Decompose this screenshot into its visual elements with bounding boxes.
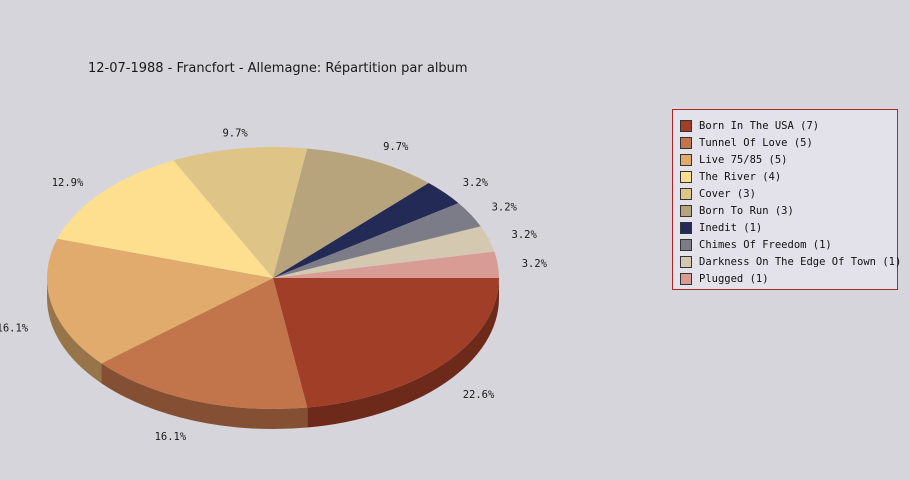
pie-label-born-in-the-usa: 22.6%	[463, 389, 495, 401]
legend-swatch	[680, 204, 692, 217]
legend-swatch	[680, 221, 692, 234]
pie-label-cover: 9.7%	[222, 128, 248, 140]
legend-item-chimes-of-freedom: Chimes Of Freedom (1)	[680, 236, 897, 253]
legend-item-cover: Cover (3)	[680, 185, 897, 202]
pie-label-tunnel-of-love: 16.1%	[155, 431, 187, 443]
legend-label: Live 75/85 (5)	[699, 153, 788, 166]
legend-label: Plugged (1)	[699, 272, 769, 285]
pie-side-tunnel-of-love	[101, 363, 308, 430]
legend-item-tunnel-of-love: Tunnel Of Love (5)	[680, 134, 897, 151]
legend: Born In The USA (7) Tunnel Of Love (5) Liv…	[672, 109, 901, 290]
pie-slice-born-to-run	[273, 148, 429, 278]
legend-swatch	[680, 153, 692, 166]
pie-label-inedit: 3.2%	[463, 177, 489, 189]
pie-slice-live-75-85	[46, 238, 274, 364]
legend-label: Chimes Of Freedom (1)	[699, 238, 832, 251]
legend-swatch	[680, 238, 692, 251]
chart-title: 12-07-1988 - Francfort - Allemagne: Répa…	[88, 61, 468, 76]
legend-item-born-in-the-usa: Born In The USA (7)	[680, 117, 897, 134]
pie-slice-inedit	[273, 183, 459, 278]
legend-item-live-75-85: Live 75/85 (5)	[680, 151, 897, 168]
legend-label: Born In The USA (7)	[699, 119, 820, 132]
legend-swatch	[680, 170, 692, 183]
pie-percent-labels: 22.6% 16.1% 16.1% 12.9% 9.7% 9.7% 3.2% 3.2% 3.2%…	[0, 128, 548, 443]
pie-label-darkness-on-the-edge-of-town: 3.2%	[512, 229, 538, 241]
pie-label-chimes-of-freedom: 3.2%	[492, 202, 518, 214]
legend-label: Cover (3)	[699, 187, 756, 200]
pie-slices	[46, 147, 499, 409]
pie-slice-plugged	[273, 251, 499, 278]
pie-label-born-to-run: 9.7%	[383, 141, 409, 153]
legend-swatch	[680, 255, 692, 268]
pie-label-the-river: 12.9%	[52, 177, 84, 189]
legend-item-inedit: Inedit (1)	[680, 219, 897, 236]
pie-slice-chimes-of-freedom	[273, 203, 481, 278]
legend-item-born-to-run: Born To Run (3)	[680, 202, 897, 219]
legend-swatch	[680, 187, 692, 200]
pie-label-live-75-85: 16.1%	[0, 323, 29, 335]
legend-label: Darkness On The Edge Of Town (1)	[699, 255, 902, 268]
legend-label: Born To Run (3)	[699, 204, 794, 217]
legend-item-the-river: The River (4)	[680, 168, 897, 185]
legend-swatch	[680, 272, 692, 285]
legend-item-plugged: Plugged (1)	[680, 270, 897, 287]
pie-slice-cover	[173, 147, 308, 278]
legend-label: Tunnel Of Love (5)	[699, 136, 813, 149]
pie-side-live-75-85	[47, 278, 102, 384]
legend-swatch	[680, 136, 692, 149]
legend-swatch	[680, 119, 692, 132]
legend-label: The River (4)	[699, 170, 782, 183]
legend-item-darkness-on-the-edge-of-town: Darkness On The Edge Of Town (1)	[680, 253, 901, 270]
legend-label: Inedit (1)	[699, 221, 763, 234]
pie-slice-tunnel-of-love	[101, 278, 308, 409]
pie-slice-born-in-the-usa	[273, 278, 499, 408]
pie-side-born-in-the-usa	[307, 278, 499, 428]
pie-3d-sides	[47, 278, 499, 430]
pie-slice-the-river	[57, 160, 273, 278]
pie-label-plugged: 3.2%	[522, 258, 548, 270]
pie-slice-darkness-on-the-edge-of-town	[273, 226, 495, 278]
